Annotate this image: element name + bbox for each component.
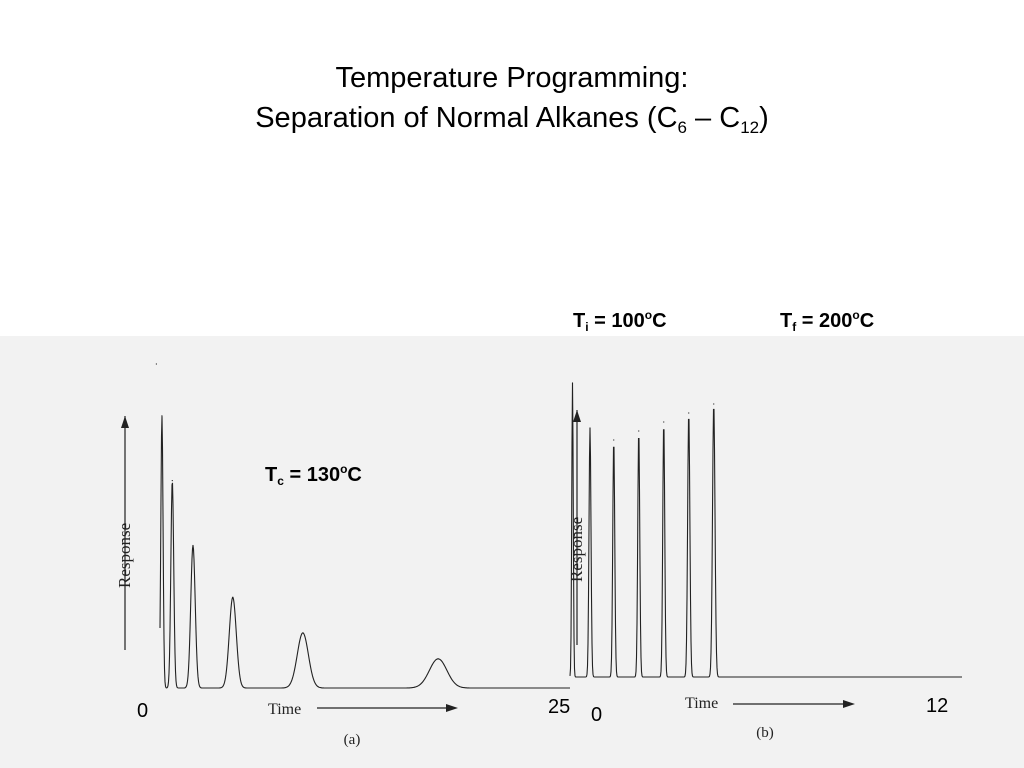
title-line-1: Temperature Programming: (335, 62, 689, 94)
title-line-2: Separation of Normal Alkanes (C6 – C12) (0, 98, 1024, 138)
chart-b-x-tick-end: 12 (926, 695, 949, 717)
chart-a-peak-4 (192, 544, 194, 547)
title-line-2-suffix: ) (759, 102, 769, 134)
chart-b-peak-3 (613, 439, 615, 441)
chart-b-peak-4 (638, 430, 640, 432)
chart-a-x-arrowhead (446, 704, 458, 712)
chart-a-signal-trace (159, 416, 570, 689)
chart-a-x-tick-end: 25 (548, 696, 571, 718)
chart-a-peak-6 (302, 632, 304, 634)
chart-a-y-arrowhead (121, 416, 129, 428)
chart-b-peak-1 (571, 382, 574, 384)
slide-title: Temperature Programming: Separation of N… (0, 58, 1024, 138)
initial-temperature-label: Ti = 100oC (573, 308, 667, 334)
column-temperature-label: Tc = 130oC (265, 462, 362, 488)
chart-b-panel-label: (b) (756, 725, 774, 741)
title-subscript-1: 6 (677, 118, 687, 137)
chart-a-peak-7 (437, 658, 439, 660)
chart-b-y-arrowhead (573, 410, 581, 422)
final-temperature-label: Tf = 200oC (780, 308, 875, 334)
chart-b-peak-6 (688, 412, 690, 414)
chart-a-panel-label: (a) (344, 732, 361, 748)
chart-b-peak-2 (589, 427, 591, 429)
chart-a-peak-2 (161, 415, 163, 417)
title-line-2-prefix: Separation of Normal Alkanes (C (255, 102, 678, 134)
chart-b-x-tick-start: 0 (591, 704, 603, 726)
title-subscript-2: 12 (740, 118, 760, 137)
chart-b-peak-5 (663, 421, 665, 423)
chart-a-peak-5 (232, 596, 234, 598)
chart-a-y-axis-label: Response (115, 523, 134, 588)
chart-a-peak-1 (155, 363, 157, 365)
chart-b-y-axis-label: Response (567, 517, 586, 582)
chart-a-x-axis-label: Time (268, 701, 301, 718)
chart-b-x-arrowhead (843, 700, 855, 708)
chart-a-peak-3 (171, 480, 173, 482)
chart-b-x-axis-label: Time (685, 695, 718, 712)
chart-b-signal-trace (569, 382, 962, 678)
chart-b-peak-7 (713, 403, 715, 405)
title-line-2-mid: – C (687, 102, 741, 134)
chart-a-x-tick-start: 0 (137, 700, 149, 722)
